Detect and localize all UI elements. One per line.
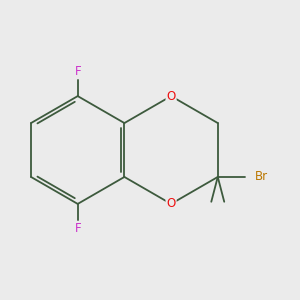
Text: F: F	[74, 222, 81, 235]
Text: F: F	[74, 65, 81, 78]
Text: O: O	[167, 90, 176, 103]
Text: Br: Br	[254, 170, 268, 184]
Text: O: O	[167, 197, 176, 210]
